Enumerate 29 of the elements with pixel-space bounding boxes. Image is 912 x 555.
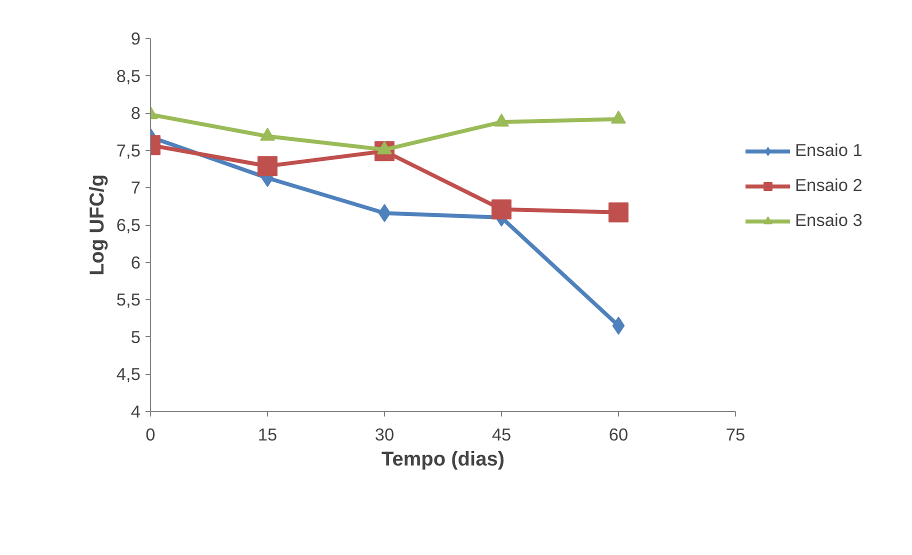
y-tick-label: 4 [130,402,141,422]
y-tick-label: 8 [130,103,141,124]
y-tick-label: 8,5 [116,66,141,86]
y-axis-title: Log UFC/g [86,174,108,276]
x-axis-title: Tempo (dias) [382,448,504,470]
y-tick-label: 4,5 [116,364,141,384]
legend-label: Ensaio 3 [795,210,862,231]
point [378,204,391,222]
y-tick-label: 6 [130,252,141,272]
point [494,113,509,127]
y-tick-label: 5 [130,326,141,347]
y-tick-label: 7,5 [116,140,141,160]
point [492,199,512,220]
x-tick-label: 15 [258,424,278,444]
legend-label: Ensaio 1 [795,140,862,161]
y-tick-label: 9 [130,28,141,48]
y-tick-label: 6,5 [116,215,141,235]
x-tick-label: 60 [608,424,628,444]
x-tick-label: 75 [726,424,746,444]
x-tick-label: 45 [492,424,512,444]
x-tick-label: 0 [146,424,156,444]
y-tick-label: 7 [130,178,141,198]
point [611,110,626,124]
point [258,156,278,176]
x-tick-label: 30 [374,424,394,444]
legend-label: Ensaio 2 [795,175,862,196]
point [260,128,275,141]
point [608,202,628,222]
y-tick-label: 5,5 [116,290,141,310]
